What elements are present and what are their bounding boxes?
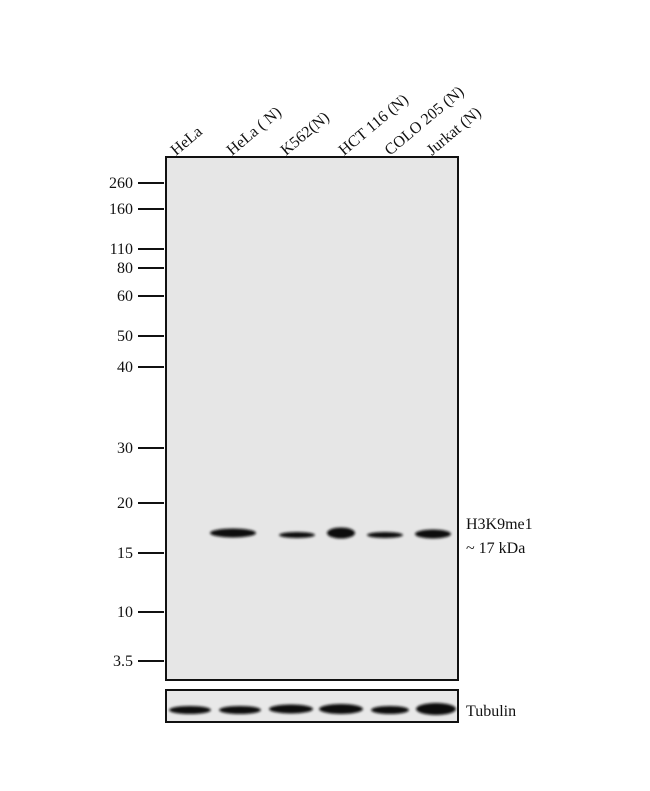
- target-size: ~ 17 kDa: [466, 540, 525, 557]
- lane-label: K562(N): [278, 109, 333, 159]
- target-name: H3K9me1: [466, 516, 533, 533]
- band: [269, 704, 313, 714]
- band: [416, 703, 456, 715]
- marker-label: 3.5: [113, 653, 133, 670]
- marker-label: 60: [117, 288, 133, 305]
- band: [367, 532, 403, 538]
- lane-label: HeLa: [168, 123, 206, 159]
- band: [327, 527, 355, 539]
- marker-label: 40: [117, 359, 133, 376]
- marker-label: 110: [110, 241, 133, 258]
- band: [210, 528, 256, 538]
- marker-label: 15: [117, 545, 133, 562]
- main-blot: [165, 156, 459, 681]
- marker-label: 160: [109, 201, 133, 218]
- loading-control-label: Tubulin: [466, 703, 516, 720]
- marker-label: 20: [117, 495, 133, 512]
- tubulin-bands: [169, 703, 456, 715]
- marker-label: 50: [117, 328, 133, 345]
- band: [371, 706, 409, 714]
- tubulin-blot: [165, 689, 459, 723]
- lane-label: HeLa ( N): [224, 104, 285, 159]
- marker-label: 260: [109, 175, 133, 192]
- band: [279, 532, 315, 538]
- band: [415, 529, 451, 539]
- marker-label: 30: [117, 440, 133, 457]
- band: [169, 706, 211, 714]
- marker-label: 10: [117, 604, 133, 621]
- marker-label: 80: [117, 260, 133, 277]
- band: [219, 706, 261, 714]
- target-bands: [210, 527, 451, 539]
- band: [319, 704, 363, 714]
